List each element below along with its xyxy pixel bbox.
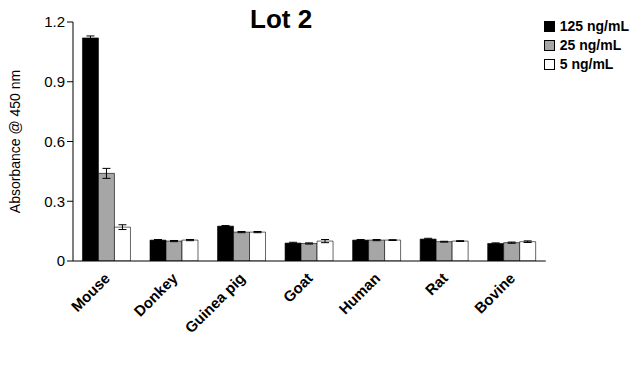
svg-text:Donkey: Donkey [130, 269, 181, 320]
svg-text:Bovine: Bovine [471, 269, 518, 316]
html-text:125 ng/mL: 125 ng/mL [559, 18, 629, 34]
html-text:25 ng/mL: 25 ng/mL [559, 37, 622, 53]
svg-text:Guinea pig: Guinea pig [181, 269, 248, 336]
svg-text:0: 0 [57, 252, 65, 269]
svg-text:Rat: Rat [422, 269, 451, 298]
svg-text:Mouse: Mouse [68, 269, 114, 315]
html-text:Lot 2: Lot 2 [250, 4, 313, 34]
svg-text:Goat: Goat [280, 269, 316, 305]
svg-text:0.6: 0.6 [44, 133, 65, 150]
svg-text:0.3: 0.3 [44, 193, 65, 210]
html-text:5 ng/mL: 5 ng/mL [559, 56, 614, 72]
svg-text:0.9: 0.9 [44, 73, 65, 90]
svg-text:1.2: 1.2 [44, 13, 65, 30]
svg-text:Human: Human [335, 269, 383, 317]
svg-text:Absorbance @ 450 nm: Absorbance @ 450 nm [8, 70, 23, 213]
